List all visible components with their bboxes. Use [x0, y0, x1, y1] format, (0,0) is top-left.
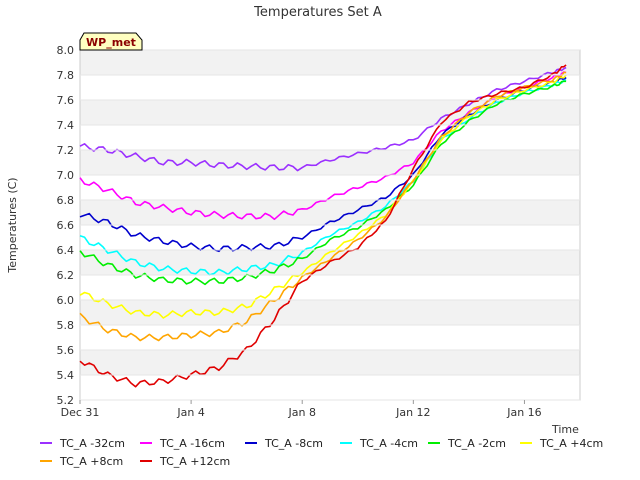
y-tick-label: 7.2 — [57, 144, 75, 157]
x-tick-label: Jan 16 — [506, 406, 541, 419]
y-tick-label: 8.0 — [57, 44, 75, 57]
legend-label: TC_A -4cm — [359, 437, 418, 450]
grid-band — [80, 150, 580, 175]
y-tick-label: 6.2 — [57, 269, 75, 282]
x-tick-label: Jan 8 — [287, 406, 315, 419]
wp-met-badge: WP_met — [79, 32, 143, 51]
series-layer — [79, 64, 567, 388]
chart-title: Temperatures Set A — [253, 5, 382, 20]
y-tick-label: 6.6 — [57, 219, 75, 232]
legend-label: TC_A +8cm — [59, 455, 123, 468]
grid-band — [80, 250, 580, 275]
y-tick-label: 7.6 — [57, 94, 75, 107]
series-line-6 — [79, 71, 567, 342]
y-axis-ticks: 5.2 5.4 5.6 5.8 6.0 6.2 6.4 6.6 6.8 7.0 7.2 7.4 7.6 7… — [57, 44, 580, 407]
legend-label: TC_A -32cm — [59, 437, 125, 450]
series-line-5 — [79, 74, 567, 319]
series-line-1 — [79, 71, 567, 221]
grid-band — [80, 350, 580, 375]
legend: TC_A -32cm TC_A -16cm TC_A -8cm TC_A -4cm TC… — [40, 437, 603, 468]
grid-band — [80, 50, 580, 75]
y-tick-label: 5.2 — [57, 394, 75, 407]
badge-shape — [79, 32, 143, 51]
grid-band — [80, 300, 580, 325]
y-axis-label: Temperatures (C) — [6, 177, 19, 273]
y-tick-label: 7.8 — [57, 69, 75, 82]
badge-label: WP_met — [86, 36, 136, 49]
x-axis-ticks: Dec 31 Jan 4 Jan 8 Jan 12 Jan 16 — [61, 400, 542, 419]
y-tick-label: 7.0 — [57, 169, 75, 182]
grid-band — [80, 100, 580, 125]
x-tick-label: Jan 12 — [395, 406, 430, 419]
series-line-3 — [79, 79, 567, 276]
x-tick-label: Jan 4 — [176, 406, 204, 419]
legend-label: TC_A +4cm — [539, 437, 603, 450]
x-axis-label: Time — [551, 423, 579, 436]
legend-label: TC_A +12cm — [159, 455, 230, 468]
y-tick-label: 5.4 — [57, 369, 75, 382]
y-tick-label: 6.0 — [57, 294, 75, 307]
y-tick-label: 5.8 — [57, 319, 75, 332]
legend-label: TC_A -16cm — [159, 437, 225, 450]
grid-bands — [80, 50, 580, 375]
legend-label: TC_A -8cm — [264, 437, 323, 450]
series-line-4 — [79, 80, 567, 286]
y-tick-label: 6.8 — [57, 194, 75, 207]
y-tick-label: 5.6 — [57, 344, 75, 357]
y-tick-label: 7.4 — [57, 119, 75, 132]
legend-label: TC_A -2cm — [447, 437, 506, 450]
series-line-7 — [79, 64, 567, 388]
y-tick-label: 6.4 — [57, 244, 75, 257]
x-tick-label: Dec 31 — [61, 406, 100, 419]
series-line-0 — [79, 66, 567, 172]
